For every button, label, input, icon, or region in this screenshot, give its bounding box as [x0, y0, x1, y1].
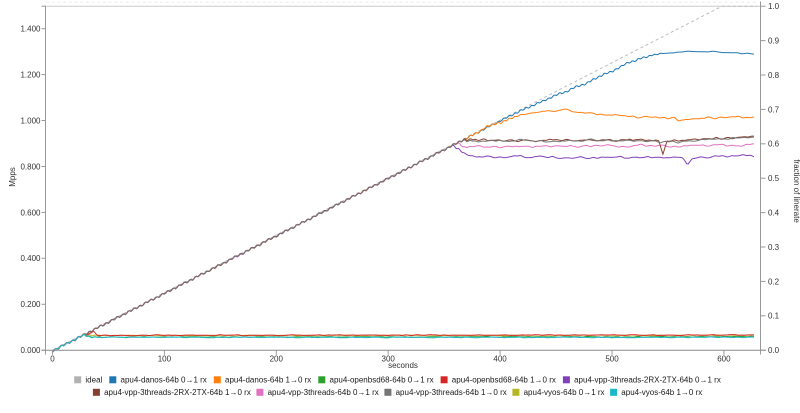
svg-text:0.5: 0.5	[768, 174, 780, 183]
svg-text:apu4-vpp-3threads-2RX-2TX-64b: apu4-vpp-3threads-2RX-2TX-64b 0→1 rx	[574, 376, 721, 385]
svg-text:0.0: 0.0	[768, 346, 780, 355]
svg-text:apu4-vpp-3threads-64b 1→0 rx: apu4-vpp-3threads-64b 1→0 rx	[396, 388, 507, 397]
svg-text:0.2: 0.2	[768, 277, 780, 286]
svg-text:1.200: 1.200	[20, 71, 41, 80]
svg-text:600: 600	[717, 354, 731, 363]
svg-text:500: 500	[605, 354, 619, 363]
svg-text:0.4: 0.4	[768, 209, 780, 218]
svg-text:0.400: 0.400	[20, 254, 41, 263]
svg-text:apu4-danos-64b 0→1 rx: apu4-danos-64b 0→1 rx	[121, 376, 207, 385]
svg-text:0.3: 0.3	[768, 243, 780, 252]
svg-text:1.0: 1.0	[768, 2, 780, 11]
svg-text:0.9: 0.9	[768, 37, 780, 46]
svg-text:0.1: 0.1	[768, 312, 780, 321]
svg-text:apu4-openbsd68-64b 0→1 rx: apu4-openbsd68-64b 0→1 rx	[330, 376, 434, 385]
svg-text:apu4-danos-64b 1→0 rx: apu4-danos-64b 1→0 rx	[225, 376, 311, 385]
svg-text:1.400: 1.400	[20, 25, 41, 34]
svg-text:0.8: 0.8	[768, 71, 780, 80]
svg-text:200: 200	[270, 354, 284, 363]
svg-text:apu4-vpp-3threads-64b 0→1 rx: apu4-vpp-3threads-64b 0→1 rx	[268, 388, 379, 397]
svg-text:0.7: 0.7	[768, 105, 780, 114]
svg-text:ideal: ideal	[85, 376, 102, 385]
svg-text:fraction of linerate: fraction of linerate	[792, 159, 800, 223]
svg-text:1.000: 1.000	[20, 116, 41, 125]
svg-text:0.6: 0.6	[768, 140, 780, 149]
svg-text:100: 100	[158, 354, 172, 363]
svg-text:apu4-vpp-3threads-2RX-2TX-64b: apu4-vpp-3threads-2RX-2TX-64b 1→0 rx	[104, 388, 251, 397]
svg-text:0.000: 0.000	[20, 346, 41, 355]
svg-text:seconds: seconds	[388, 361, 418, 370]
svg-text:400: 400	[493, 354, 507, 363]
svg-text:0.200: 0.200	[20, 300, 41, 309]
svg-text:apu4-vyos-64b 0→1 rx: apu4-vyos-64b 0→1 rx	[524, 388, 605, 397]
svg-text:0.600: 0.600	[20, 208, 41, 217]
svg-text:0.800: 0.800	[20, 162, 41, 171]
svg-text:Mpps: Mpps	[8, 167, 17, 187]
svg-text:300: 300	[382, 354, 396, 363]
svg-text:0: 0	[50, 354, 55, 363]
svg-text:apu4-openbsd68-64b 1→0 rx: apu4-openbsd68-64b 1→0 rx	[452, 376, 556, 385]
svg-text:apu4-vyos-64b 1→0 rx: apu4-vyos-64b 1→0 rx	[621, 388, 702, 397]
